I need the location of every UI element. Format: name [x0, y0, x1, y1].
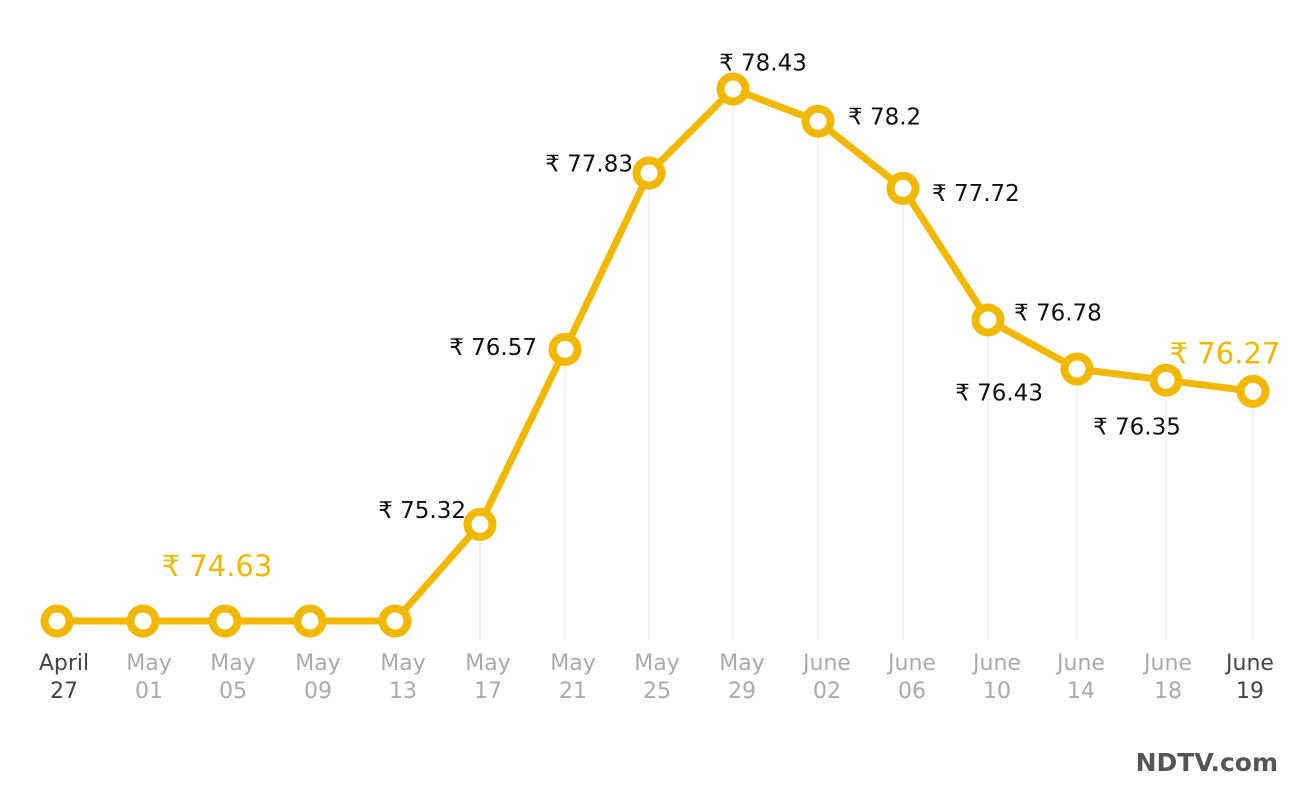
data-label: ₹ 78.43 [719, 51, 807, 77]
data-point [126, 604, 160, 638]
data-point [548, 332, 582, 366]
x-tick-month: June [971, 651, 1021, 676]
data-point [632, 156, 666, 190]
x-tick-month: May [634, 651, 679, 676]
x-tick-month: May [550, 651, 595, 676]
x-tick-day: 17 [474, 679, 502, 704]
x-tick-day: 29 [728, 679, 756, 704]
data-point [208, 604, 242, 638]
x-tick-day: 10 [983, 679, 1011, 704]
data-point [463, 507, 497, 541]
x-tick-month: June [886, 651, 936, 676]
ndtv-logo: NDTV.com [1135, 748, 1278, 777]
data-point [1060, 352, 1094, 386]
x-tick-month: June [1142, 651, 1192, 676]
x-tick-day: 13 [389, 679, 417, 704]
data-point [801, 104, 835, 138]
x-tick-day: 27 [50, 679, 78, 704]
x-tick-month: May [210, 651, 255, 676]
data-label: ₹ 74.63 [162, 549, 273, 583]
data-point [378, 604, 412, 638]
data-label: ₹ 78.2 [848, 105, 921, 131]
data-labels: ₹ 74.63 ₹ 75.32 ₹ 76.57 ₹ 77.83 ₹ 78.43 ₹ 78.… [162, 51, 1281, 584]
x-tick-month: May [719, 651, 764, 676]
data-label: ₹ 77.72 [932, 181, 1020, 207]
x-tick-day: 01 [135, 679, 163, 704]
data-label: ₹ 76.27 [1170, 336, 1281, 370]
data-point [716, 72, 750, 106]
x-tick-month: April [39, 651, 89, 676]
data-label: ₹ 76.43 [955, 381, 1043, 407]
x-tick-month: June [1224, 651, 1274, 676]
x-tick-day: 05 [219, 679, 247, 704]
x-tick-month: May [465, 651, 510, 676]
data-point [1149, 363, 1183, 397]
x-tick-day: 25 [643, 679, 671, 704]
data-label: ₹ 76.35 [1093, 415, 1181, 441]
data-point [886, 171, 920, 205]
x-tick-day: 19 [1236, 679, 1264, 704]
x-tick-day: 09 [304, 679, 332, 704]
data-label: ₹ 76.57 [449, 335, 537, 361]
x-tick-day: 14 [1067, 679, 1095, 704]
x-tick-day: 06 [898, 679, 926, 704]
x-tick-month: May [380, 651, 425, 676]
x-tick-month: May [295, 651, 340, 676]
data-point [40, 604, 74, 638]
data-label: ₹ 75.32 [378, 498, 466, 524]
x-tick-month: May [126, 651, 171, 676]
series [40, 72, 1270, 638]
data-label: ₹ 76.78 [1014, 301, 1102, 327]
data-label: ₹ 77.83 [545, 152, 633, 178]
x-tick-month: June [801, 651, 851, 676]
data-point [293, 604, 327, 638]
data-point [1236, 374, 1270, 408]
x-tick-day: 02 [813, 679, 841, 704]
data-point [971, 303, 1005, 337]
x-tick-day: 21 [559, 679, 587, 704]
gridlines [56, 89, 1254, 640]
x-axis: April 27 May 01 May 05 May 09 May 13 May 17 May 21 May… [39, 651, 1274, 704]
x-tick-day: 18 [1154, 679, 1182, 704]
x-tick-month: June [1055, 651, 1105, 676]
